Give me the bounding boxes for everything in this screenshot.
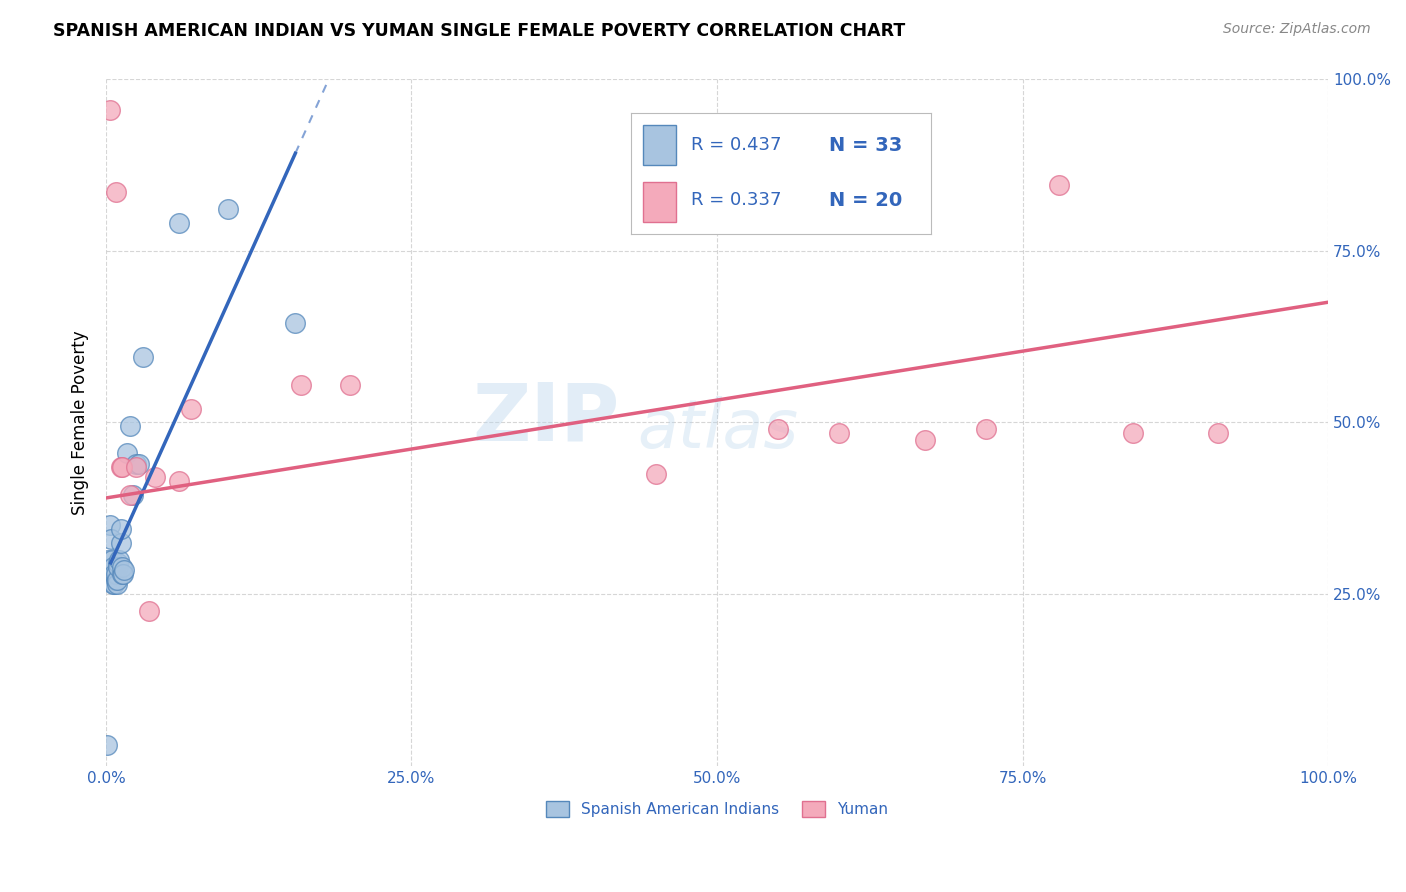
Point — [107, 559, 129, 574]
Point — [167, 474, 190, 488]
Point — [138, 604, 160, 618]
Point — [110, 460, 132, 475]
Point — [167, 216, 190, 230]
Point — [914, 433, 936, 447]
Point — [104, 574, 127, 588]
Point — [104, 566, 127, 581]
Point — [339, 377, 361, 392]
Point — [1206, 425, 1229, 440]
Text: ZIP: ZIP — [472, 380, 619, 458]
Point — [108, 553, 131, 567]
Point — [101, 553, 124, 567]
Point — [131, 350, 153, 364]
Point — [111, 559, 134, 574]
Point — [115, 446, 138, 460]
Point — [103, 577, 125, 591]
Point — [105, 577, 128, 591]
Point — [110, 535, 132, 549]
Point — [1122, 425, 1144, 440]
Point — [111, 566, 134, 581]
Point — [103, 566, 125, 581]
Point — [111, 460, 134, 475]
Point — [101, 574, 124, 588]
Point — [180, 401, 202, 416]
Point — [100, 566, 122, 581]
Point — [107, 556, 129, 570]
Point — [645, 467, 668, 481]
Point — [828, 425, 851, 440]
Text: atlas: atlas — [637, 396, 799, 462]
Legend: Spanish American Indians, Yuman: Spanish American Indians, Yuman — [540, 796, 894, 823]
Point — [120, 418, 142, 433]
Point — [111, 566, 134, 581]
Y-axis label: Single Female Poverty: Single Female Poverty — [72, 330, 89, 515]
Point — [100, 532, 122, 546]
Point — [98, 518, 121, 533]
Point — [1047, 178, 1070, 193]
Point — [110, 522, 132, 536]
Point — [112, 563, 135, 577]
Point — [105, 574, 128, 588]
Point — [104, 186, 127, 200]
Point — [290, 377, 312, 392]
Point — [97, 553, 120, 567]
Point — [103, 559, 125, 574]
Text: Source: ZipAtlas.com: Source: ZipAtlas.com — [1223, 22, 1371, 37]
Point — [125, 457, 148, 471]
Point — [284, 316, 307, 330]
Point — [98, 103, 121, 117]
Point — [96, 738, 118, 752]
Point — [974, 422, 997, 436]
Point — [143, 470, 166, 484]
Point — [217, 202, 239, 217]
Text: SPANISH AMERICAN INDIAN VS YUMAN SINGLE FEMALE POVERTY CORRELATION CHART: SPANISH AMERICAN INDIAN VS YUMAN SINGLE … — [53, 22, 905, 40]
Point — [120, 487, 142, 501]
Point — [121, 487, 143, 501]
Point — [125, 460, 148, 475]
Point — [103, 577, 125, 591]
Point — [128, 457, 150, 471]
Point — [766, 422, 789, 436]
